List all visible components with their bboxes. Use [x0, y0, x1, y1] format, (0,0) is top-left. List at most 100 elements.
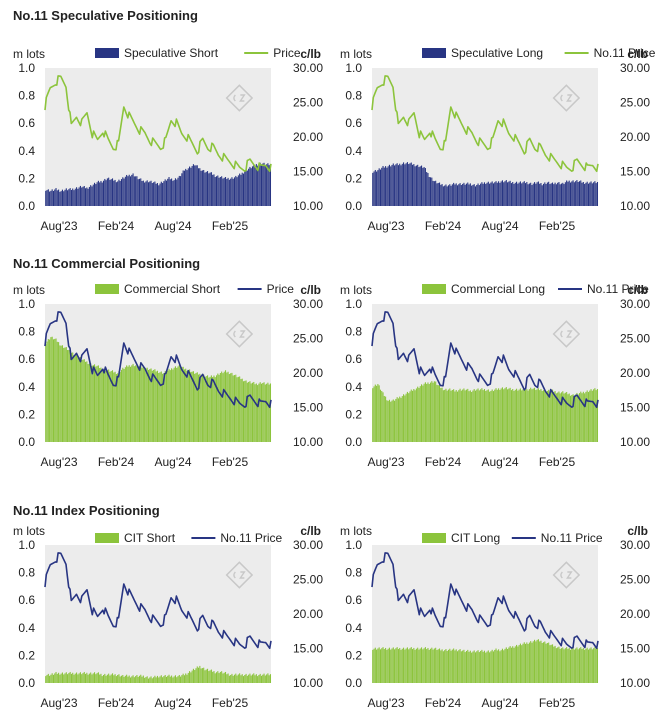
bar — [548, 642, 550, 683]
bar — [136, 674, 138, 683]
bar — [266, 674, 268, 683]
bar — [178, 364, 180, 442]
bar — [487, 389, 489, 442]
bar — [408, 164, 410, 206]
bar — [482, 651, 484, 683]
bar — [391, 164, 393, 206]
bar — [472, 390, 474, 442]
bar — [59, 191, 61, 206]
bar — [505, 180, 507, 206]
bar — [266, 383, 268, 442]
bar — [123, 178, 125, 206]
bar — [185, 168, 187, 206]
bar — [555, 648, 557, 683]
bar — [132, 173, 134, 206]
bar — [224, 370, 227, 442]
bar — [73, 355, 75, 442]
legend-label: No.11 Price — [220, 531, 282, 545]
x-tick-label: Feb'25 — [539, 455, 576, 469]
bar — [190, 167, 192, 206]
bar — [428, 384, 430, 442]
y-left-tick-label: 0.2 — [18, 171, 35, 185]
bar — [564, 182, 566, 206]
bar — [454, 184, 456, 206]
bar — [120, 369, 123, 442]
bar — [390, 166, 392, 206]
bar — [222, 673, 224, 683]
bar — [142, 675, 144, 683]
bar — [127, 176, 129, 206]
bar — [185, 368, 187, 442]
bar — [192, 164, 194, 206]
bar — [174, 366, 176, 442]
bar — [390, 401, 392, 442]
bar — [263, 162, 265, 206]
x-tick-label: Aug'23 — [368, 696, 405, 710]
left-axis-unit-label: m lots — [13, 283, 45, 297]
bar — [422, 649, 424, 683]
bar — [573, 649, 575, 683]
bar — [455, 183, 457, 206]
bar — [596, 389, 599, 442]
bar — [450, 650, 452, 683]
bar — [478, 185, 480, 206]
bar — [553, 391, 555, 442]
bar — [590, 647, 592, 683]
bar — [584, 393, 586, 442]
bar — [61, 345, 63, 442]
bar — [245, 673, 247, 683]
y-right-tick-label: 10.00 — [293, 435, 323, 449]
price-line — [371, 552, 599, 650]
bar — [227, 371, 229, 442]
bar — [581, 182, 583, 206]
bar — [383, 649, 385, 683]
bar — [563, 649, 565, 683]
y-left-tick-label: 0.2 — [18, 407, 35, 421]
bar — [189, 369, 191, 442]
bar — [59, 345, 61, 442]
bar — [230, 178, 232, 206]
bar — [151, 678, 153, 683]
bar — [593, 182, 595, 206]
bar — [228, 374, 230, 442]
legend-label: CIT Short — [124, 531, 176, 545]
bar — [235, 374, 237, 442]
bar — [110, 370, 112, 442]
bar — [101, 676, 103, 683]
bar — [146, 367, 148, 442]
bar — [109, 179, 111, 206]
bar — [155, 371, 157, 442]
bar — [481, 182, 483, 206]
bar — [509, 646, 511, 683]
bar — [156, 675, 159, 683]
bar — [560, 648, 563, 683]
bar — [522, 643, 524, 683]
bar — [419, 648, 421, 683]
bar — [569, 395, 572, 442]
bar — [180, 676, 182, 683]
bar — [399, 163, 401, 206]
bar — [424, 647, 426, 683]
bar — [76, 672, 78, 683]
bar — [431, 381, 433, 442]
bar — [383, 395, 385, 442]
y-right-tick-label: 25.00 — [293, 96, 323, 110]
bar — [249, 381, 251, 442]
y-left-tick-label: 0.2 — [18, 648, 35, 662]
bar — [222, 373, 224, 442]
bar — [423, 383, 425, 442]
bar — [523, 181, 525, 206]
y-left-tick-label: 0.6 — [345, 593, 362, 607]
x-tick-label: Aug'23 — [368, 455, 405, 469]
bar — [163, 181, 165, 206]
chart-speculative-long: 0.0 0.2 0.4 0.6 0.8 1.0 10.00 15.00 20.00 25.00 30… — [330, 38, 656, 248]
bar — [150, 180, 152, 206]
bar — [591, 183, 593, 206]
bar — [428, 177, 430, 206]
bar — [397, 649, 399, 683]
bar — [417, 647, 419, 683]
price-line — [371, 75, 599, 173]
bar — [46, 674, 48, 683]
bar — [542, 390, 545, 442]
bar — [99, 674, 101, 683]
